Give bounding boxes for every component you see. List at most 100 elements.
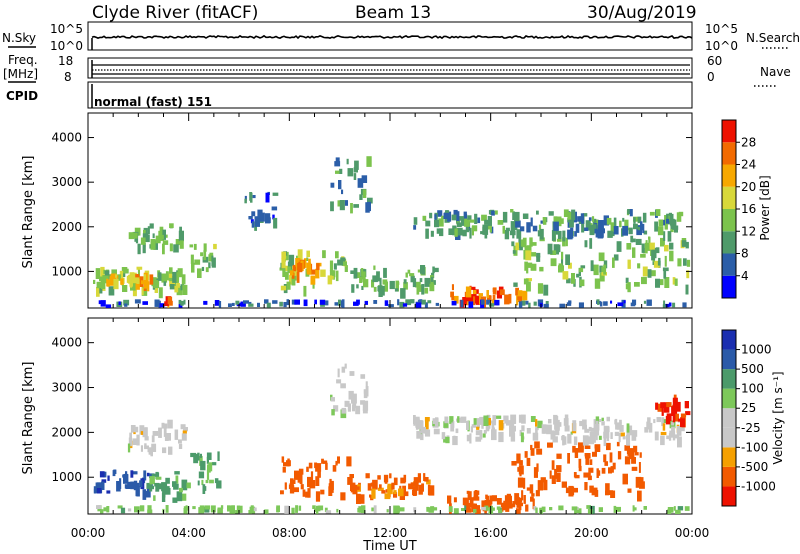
velocity-x-ticks (87, 318, 693, 514)
data-cell (250, 505, 254, 513)
data-cell (444, 416, 449, 424)
data-cell (179, 226, 182, 233)
data-cell (425, 419, 429, 430)
data-cell (476, 426, 480, 430)
data-cell (591, 216, 595, 222)
data-cell (469, 227, 472, 239)
data-cell (413, 217, 418, 225)
data-cell (491, 299, 495, 307)
data-cell (420, 426, 426, 434)
data-cell (373, 265, 376, 270)
data-cell (360, 494, 365, 504)
data-cell (496, 290, 502, 299)
data-cell (616, 422, 622, 430)
data-cell (556, 244, 561, 253)
data-cell (451, 300, 457, 306)
data-cell (598, 507, 603, 512)
data-cell (588, 436, 595, 445)
data-cell (213, 243, 217, 250)
data-cell (594, 423, 600, 431)
data-cell (424, 277, 431, 286)
data-cell (633, 223, 638, 230)
data-cell (155, 476, 162, 480)
data-cell (526, 222, 531, 233)
data-cell (273, 217, 278, 229)
data-cell (206, 456, 209, 464)
data-cell (460, 416, 467, 423)
data-cell (510, 221, 516, 232)
data-cell (510, 503, 516, 508)
data-cell (361, 268, 364, 277)
data-cell (143, 227, 148, 234)
data-cell (564, 436, 567, 445)
data-cell (622, 217, 625, 222)
data-cell (572, 487, 578, 493)
data-cell (350, 487, 357, 493)
data-cell (534, 441, 540, 449)
data-cell (677, 418, 681, 422)
data-cell (217, 451, 220, 461)
data-cell (633, 217, 636, 224)
data-cell (139, 425, 145, 435)
data-cell (329, 260, 334, 272)
data-cell (161, 482, 168, 492)
data-cell (284, 505, 289, 514)
data-cell (606, 217, 612, 225)
data-cell (403, 279, 407, 284)
colorbar-tick-label: -500 (741, 460, 768, 474)
data-cell (264, 299, 269, 304)
data-cell (122, 285, 128, 292)
data-cell (614, 431, 619, 436)
data-cell (486, 495, 489, 503)
data-cell (333, 263, 337, 270)
data-cell (324, 507, 328, 512)
data-cell (644, 242, 651, 251)
data-cell (583, 472, 589, 478)
x-tick-label: 16:00 (473, 526, 508, 540)
data-cell (347, 168, 354, 177)
data-cell (433, 507, 438, 511)
data-cell (509, 425, 514, 437)
data-cell (143, 280, 149, 289)
data-cell (198, 507, 205, 514)
data-cell (252, 195, 256, 199)
data-cell (130, 481, 137, 490)
data-cell (450, 291, 454, 298)
data-cell (430, 275, 434, 279)
data-cell (503, 500, 506, 511)
data-cell (361, 175, 368, 183)
data-cell (424, 432, 429, 436)
data-patch (164, 296, 173, 308)
data-cell (647, 269, 652, 278)
data-cell (486, 290, 489, 298)
data-cell (664, 277, 670, 288)
data-cell (288, 254, 295, 266)
data-cell (582, 227, 589, 231)
data-cell (538, 485, 542, 490)
data-cell (630, 302, 636, 307)
data-cell (163, 281, 167, 286)
data-cell (204, 508, 210, 513)
colorbar-segment (722, 164, 736, 187)
data-cell (469, 497, 474, 508)
data-cell (487, 295, 492, 301)
data-cell (589, 225, 595, 236)
data-cell (626, 243, 632, 250)
data-cell (265, 192, 270, 203)
date-label: 30/Aug/2019 (587, 3, 697, 23)
data-cell (486, 424, 491, 429)
data-cell (251, 211, 256, 217)
data-cell (314, 299, 317, 305)
colorbar-segment (722, 275, 736, 298)
data-cell (134, 506, 140, 513)
data-cell (117, 505, 123, 509)
data-cell (470, 426, 473, 433)
data-cell (499, 289, 505, 296)
data-cell (512, 501, 516, 505)
data-cell (100, 509, 104, 514)
data-cell (526, 428, 531, 434)
data-cell (127, 481, 133, 488)
data-cell (549, 507, 553, 511)
data-patch (280, 456, 354, 502)
data-cell (427, 300, 432, 304)
